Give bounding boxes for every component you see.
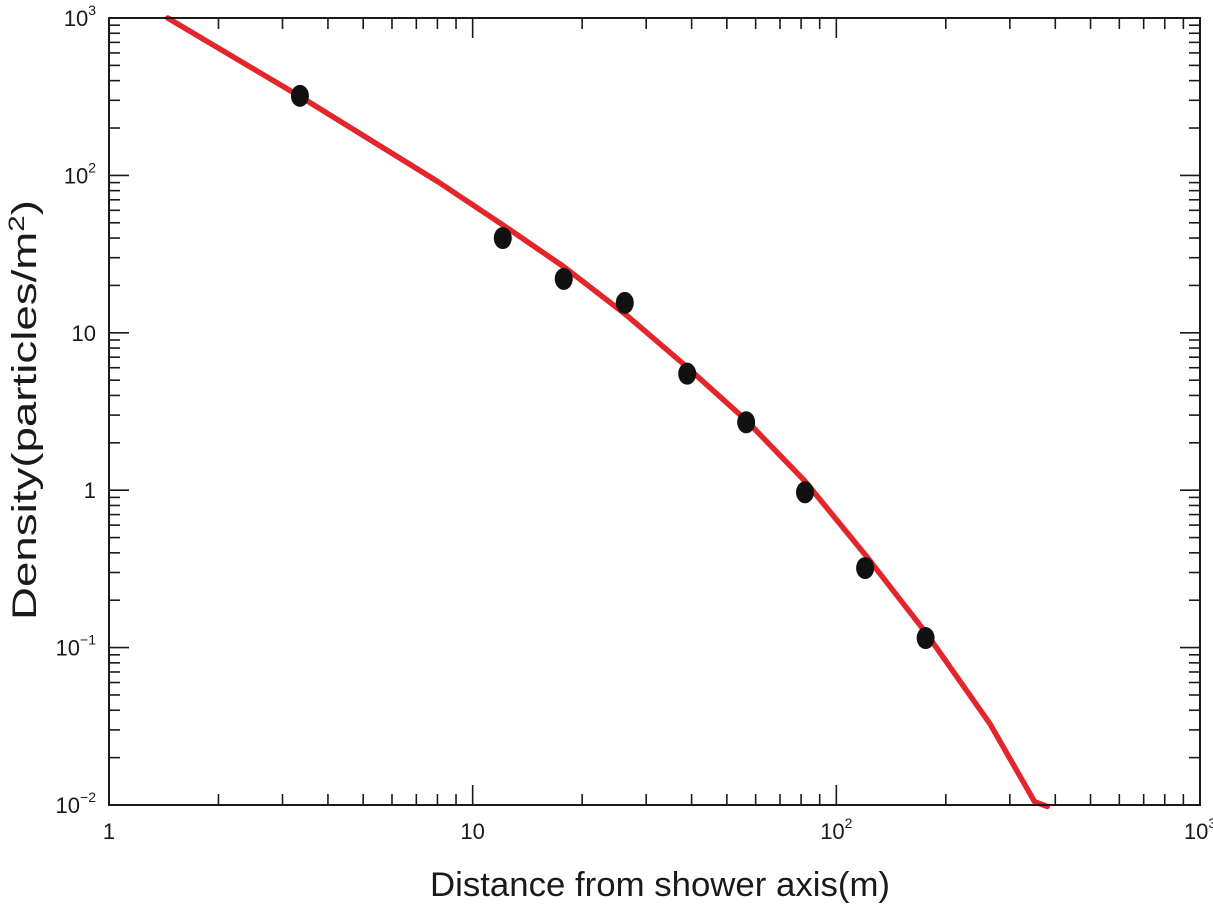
data-point — [916, 627, 935, 650]
x-axis-title: Distance from shower axis(m) — [430, 866, 890, 904]
y-tick-label-base: 10 — [56, 793, 80, 818]
data-point — [678, 362, 697, 385]
y-tick-label-exponent: −2 — [80, 789, 96, 805]
x-tick-label: 1 — [103, 819, 115, 844]
x-tick-label-exponent: 2 — [845, 815, 853, 831]
x-tick-labels: 1 10 102 103 — [103, 815, 1213, 844]
data-point — [554, 267, 573, 290]
y-tick-label-base: 10 — [72, 321, 96, 346]
y-tick-label-base: 1 — [84, 478, 96, 503]
x-tick-label-base: 10 — [460, 819, 484, 844]
data-point — [493, 227, 512, 250]
y-tick-label: 10−1 — [56, 632, 97, 661]
fit-line-layer — [164, 15, 1050, 810]
y-tick-label-exponent: −1 — [80, 632, 96, 648]
y-tick-label-exponent: 2 — [88, 159, 96, 175]
x-tick-label-base: 1 — [103, 819, 115, 844]
data-point — [856, 557, 875, 580]
y-tick-label-base: 10 — [64, 163, 88, 188]
y-tick-label-base: 10 — [64, 6, 88, 31]
plot-frame — [108, 17, 1201, 806]
x-tick-label-exponent: 3 — [1208, 815, 1213, 831]
y-axis-title-superscript: 2 — [4, 215, 29, 231]
data-point — [795, 481, 814, 504]
y-axis-title: Density(particles/m2) — [4, 200, 45, 620]
y-tick-label-exponent: 3 — [88, 2, 96, 18]
x-minor-ticks — [108, 18, 1201, 805]
x-tick-label-base: 10 — [820, 819, 844, 844]
x-tick-label-base: 10 — [1184, 819, 1208, 844]
x-tick-label: 103 — [1184, 815, 1213, 844]
data-point — [615, 291, 634, 314]
y-tick-label: 10 — [72, 321, 96, 346]
x-tick-label: 102 — [820, 815, 852, 844]
y-tick-label: 1 — [84, 478, 96, 503]
x-tick-label: 10 — [460, 819, 484, 844]
data-point — [737, 411, 756, 434]
y-axis-title-end: ) — [6, 200, 44, 215]
y-axis-title-base: Density(particles/m — [6, 232, 44, 620]
y-minor-ticks — [109, 17, 1200, 806]
y-tick-label: 103 — [64, 2, 96, 31]
y-tick-label-base: 10 — [56, 636, 80, 661]
fit-curve — [164, 15, 1050, 810]
y-tick-label: 102 — [64, 159, 96, 188]
data-point — [290, 84, 309, 107]
y-tick-label: 10−2 — [56, 789, 97, 818]
data-points-layer — [290, 84, 935, 650]
